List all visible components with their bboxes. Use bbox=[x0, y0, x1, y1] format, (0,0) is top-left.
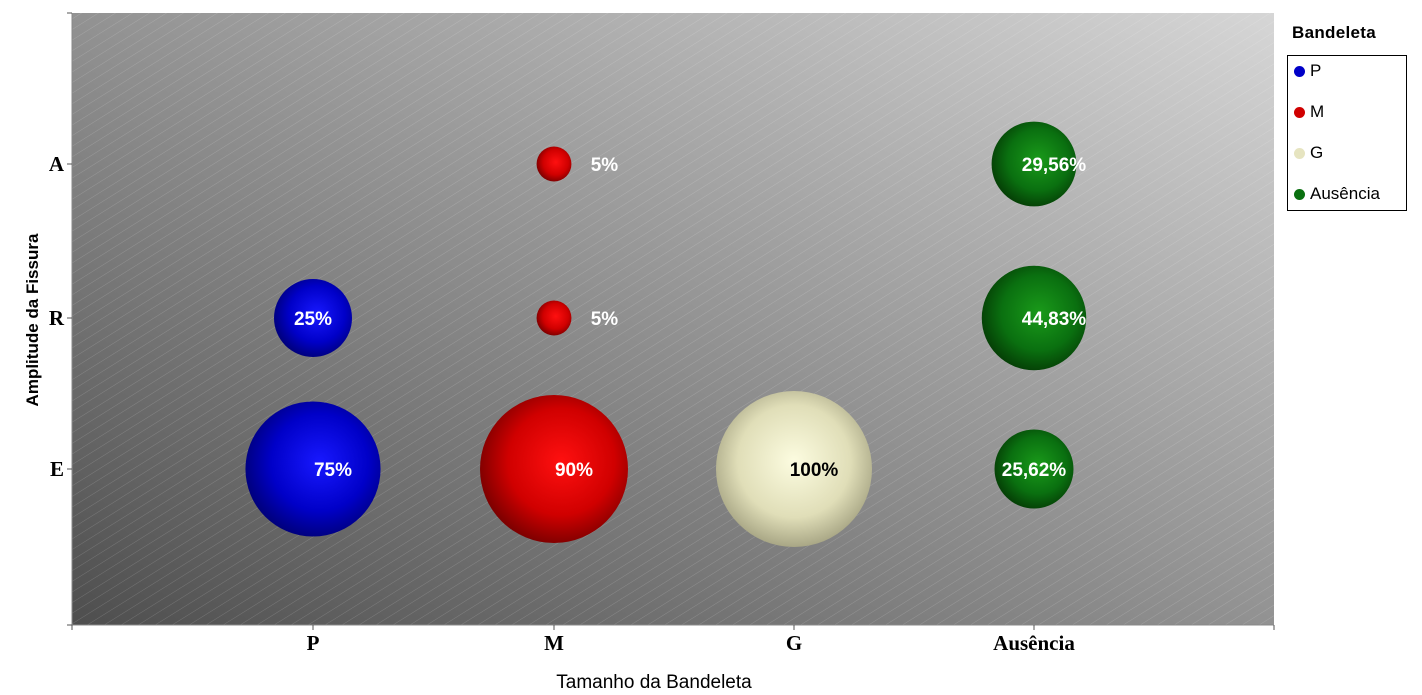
y-axis-title: Amplitude da Fissura bbox=[23, 233, 42, 407]
x-tick-label: M bbox=[544, 631, 564, 655]
bubble bbox=[981, 265, 1087, 371]
data-label: 75% bbox=[314, 460, 352, 481]
bubble bbox=[536, 146, 572, 182]
bubble bbox=[536, 300, 572, 336]
plot-hatch bbox=[72, 13, 1274, 625]
legend-swatch bbox=[1294, 147, 1305, 159]
legend-label: P bbox=[1310, 61, 1322, 80]
legend-item: M bbox=[1294, 101, 1324, 123]
data-label: 5% bbox=[591, 309, 619, 330]
data-label: 25,62% bbox=[1002, 460, 1067, 481]
legend-label: M bbox=[1310, 102, 1325, 121]
x-tick-label: Ausência bbox=[993, 631, 1075, 655]
bubble bbox=[994, 429, 1074, 509]
y-tick-label: E bbox=[50, 457, 64, 481]
legend-label: G bbox=[1310, 143, 1324, 162]
x-axis-title: Tamanho da Bandeleta bbox=[556, 672, 752, 693]
bubble bbox=[245, 401, 381, 537]
x-tick-label: G bbox=[786, 631, 802, 655]
legend-item: Ausência bbox=[1294, 183, 1380, 205]
bubble bbox=[716, 391, 872, 547]
legend-swatch bbox=[1294, 188, 1305, 200]
legend: P M G Ausência bbox=[1287, 55, 1407, 211]
y-tick-label: A bbox=[49, 152, 65, 176]
bubble bbox=[480, 395, 628, 543]
legend-item: P bbox=[1294, 60, 1321, 82]
legend-title: Bandeleta bbox=[1292, 23, 1376, 42]
y-tick-label: R bbox=[49, 306, 65, 330]
legend-item: G bbox=[1294, 142, 1323, 164]
data-label: 44,83% bbox=[1022, 309, 1087, 330]
legend-swatch bbox=[1294, 106, 1305, 118]
bubble bbox=[274, 279, 352, 357]
bubble bbox=[991, 121, 1077, 207]
x-tick-label: P bbox=[307, 631, 320, 655]
data-label: 29,56% bbox=[1022, 155, 1087, 176]
data-label: 25% bbox=[294, 309, 332, 330]
legend-label: Ausência bbox=[1310, 184, 1380, 203]
data-label: 100% bbox=[790, 460, 839, 481]
data-label: 90% bbox=[555, 460, 593, 481]
data-label: 5% bbox=[591, 155, 619, 176]
legend-swatch bbox=[1294, 65, 1305, 77]
